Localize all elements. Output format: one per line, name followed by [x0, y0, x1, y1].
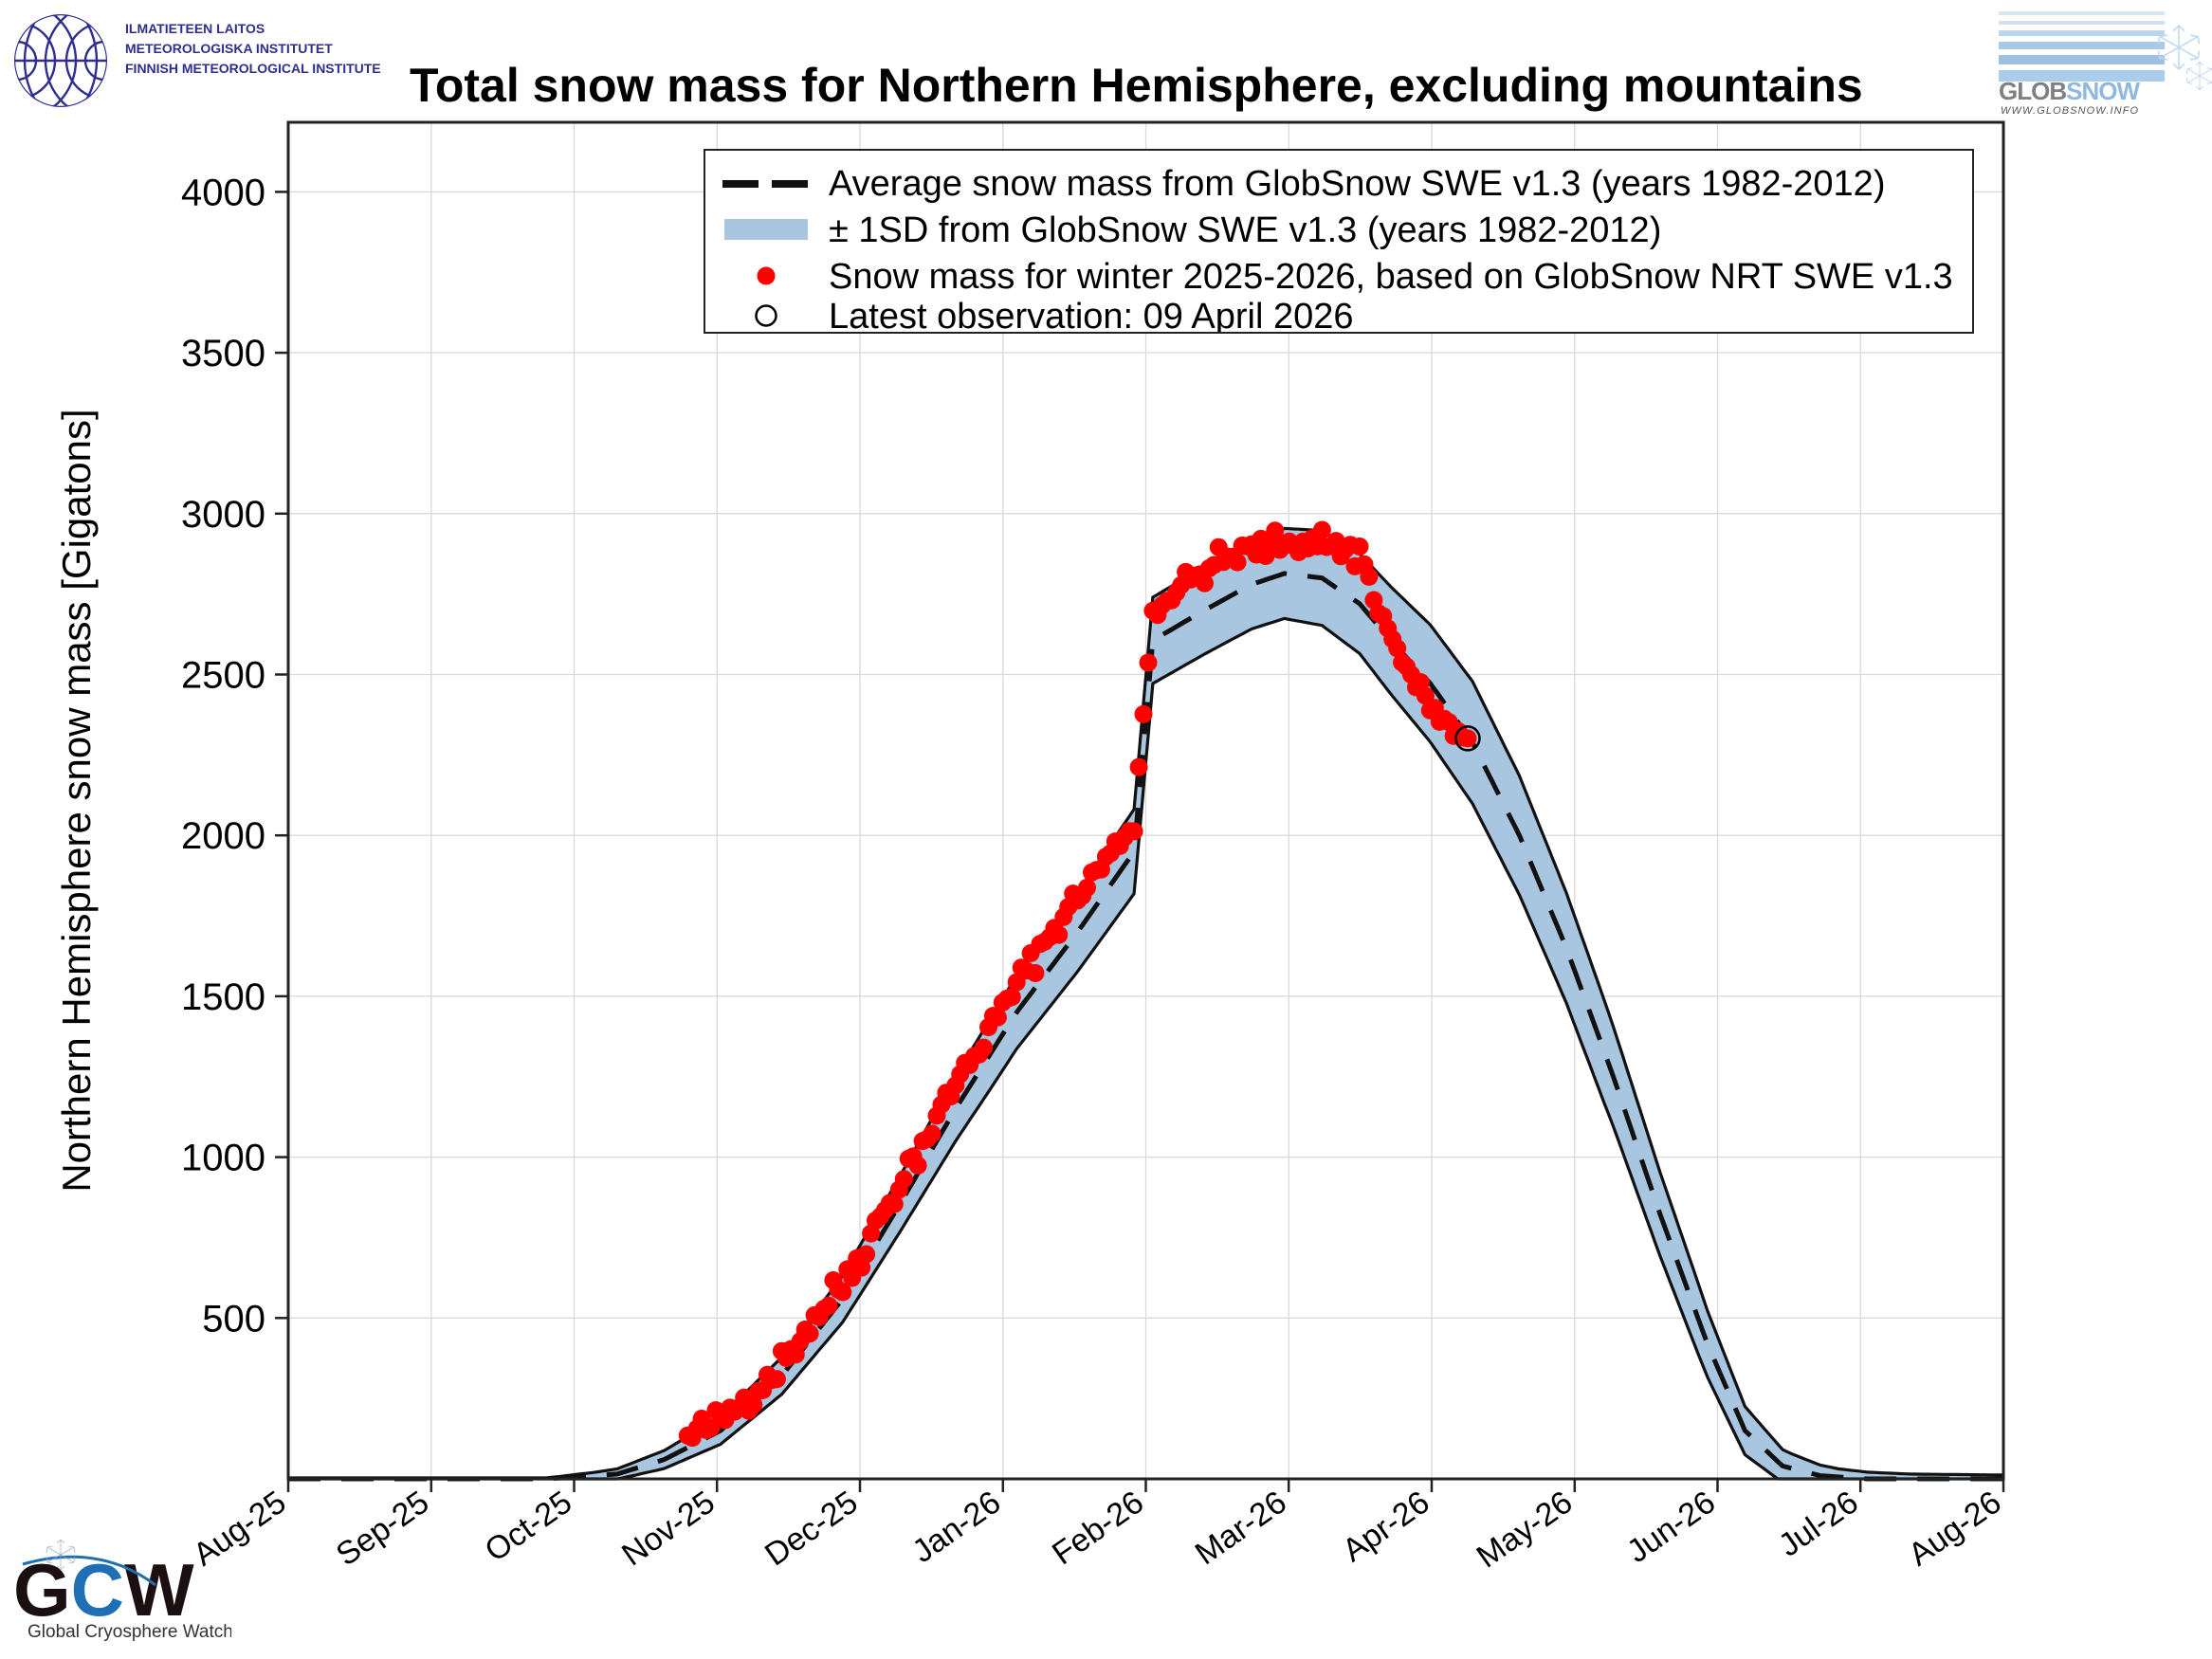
svg-text:Feb-26: Feb-26 — [1046, 1484, 1150, 1572]
svg-text:500: 500 — [202, 1298, 265, 1340]
svg-text:3000: 3000 — [181, 494, 265, 536]
svg-text:Mar-26: Mar-26 — [1189, 1484, 1293, 1572]
svg-text:Jan-26: Jan-26 — [905, 1484, 1007, 1570]
svg-text:1000: 1000 — [181, 1138, 265, 1179]
svg-text:Average snow mass from GlobSno: Average snow mass from GlobSnow SWE v1.3… — [829, 164, 1885, 204]
svg-text:May-26: May-26 — [1471, 1484, 1580, 1575]
svg-text:Nov-25: Nov-25 — [615, 1484, 722, 1573]
svg-text:Aug-26: Aug-26 — [1902, 1484, 2008, 1573]
svg-text:Snow mass for winter 2025-2026: Snow mass for winter 2025-2026, based on… — [829, 257, 1953, 297]
svg-text:Northern Hemisphere snow mass: Northern Hemisphere snow mass [Gigatons] — [54, 409, 99, 1192]
svg-text:Latest observation: 09 April 2: Latest observation: 09 April 2026 — [829, 297, 1354, 332]
svg-text:Oct-25: Oct-25 — [479, 1484, 578, 1569]
svg-text:Sep-25: Sep-25 — [330, 1484, 436, 1573]
svg-text:Apr-26: Apr-26 — [1336, 1484, 1435, 1569]
svg-text:2500: 2500 — [181, 655, 265, 697]
svg-text:4000: 4000 — [181, 172, 265, 213]
svg-text:Jul-26: Jul-26 — [1772, 1484, 1865, 1563]
svg-text:Jun-26: Jun-26 — [1620, 1484, 1722, 1570]
svg-text:± 1SD from GlobSnow SWE v1.3 (: ± 1SD from GlobSnow SWE v1.3 (years 1982… — [829, 210, 1661, 250]
svg-text:1500: 1500 — [181, 976, 265, 1018]
svg-text:2000: 2000 — [181, 815, 265, 857]
svg-text:Dec-25: Dec-25 — [759, 1484, 865, 1573]
svg-text:3500: 3500 — [181, 333, 265, 374]
svg-text:Aug-25: Aug-25 — [187, 1484, 293, 1573]
